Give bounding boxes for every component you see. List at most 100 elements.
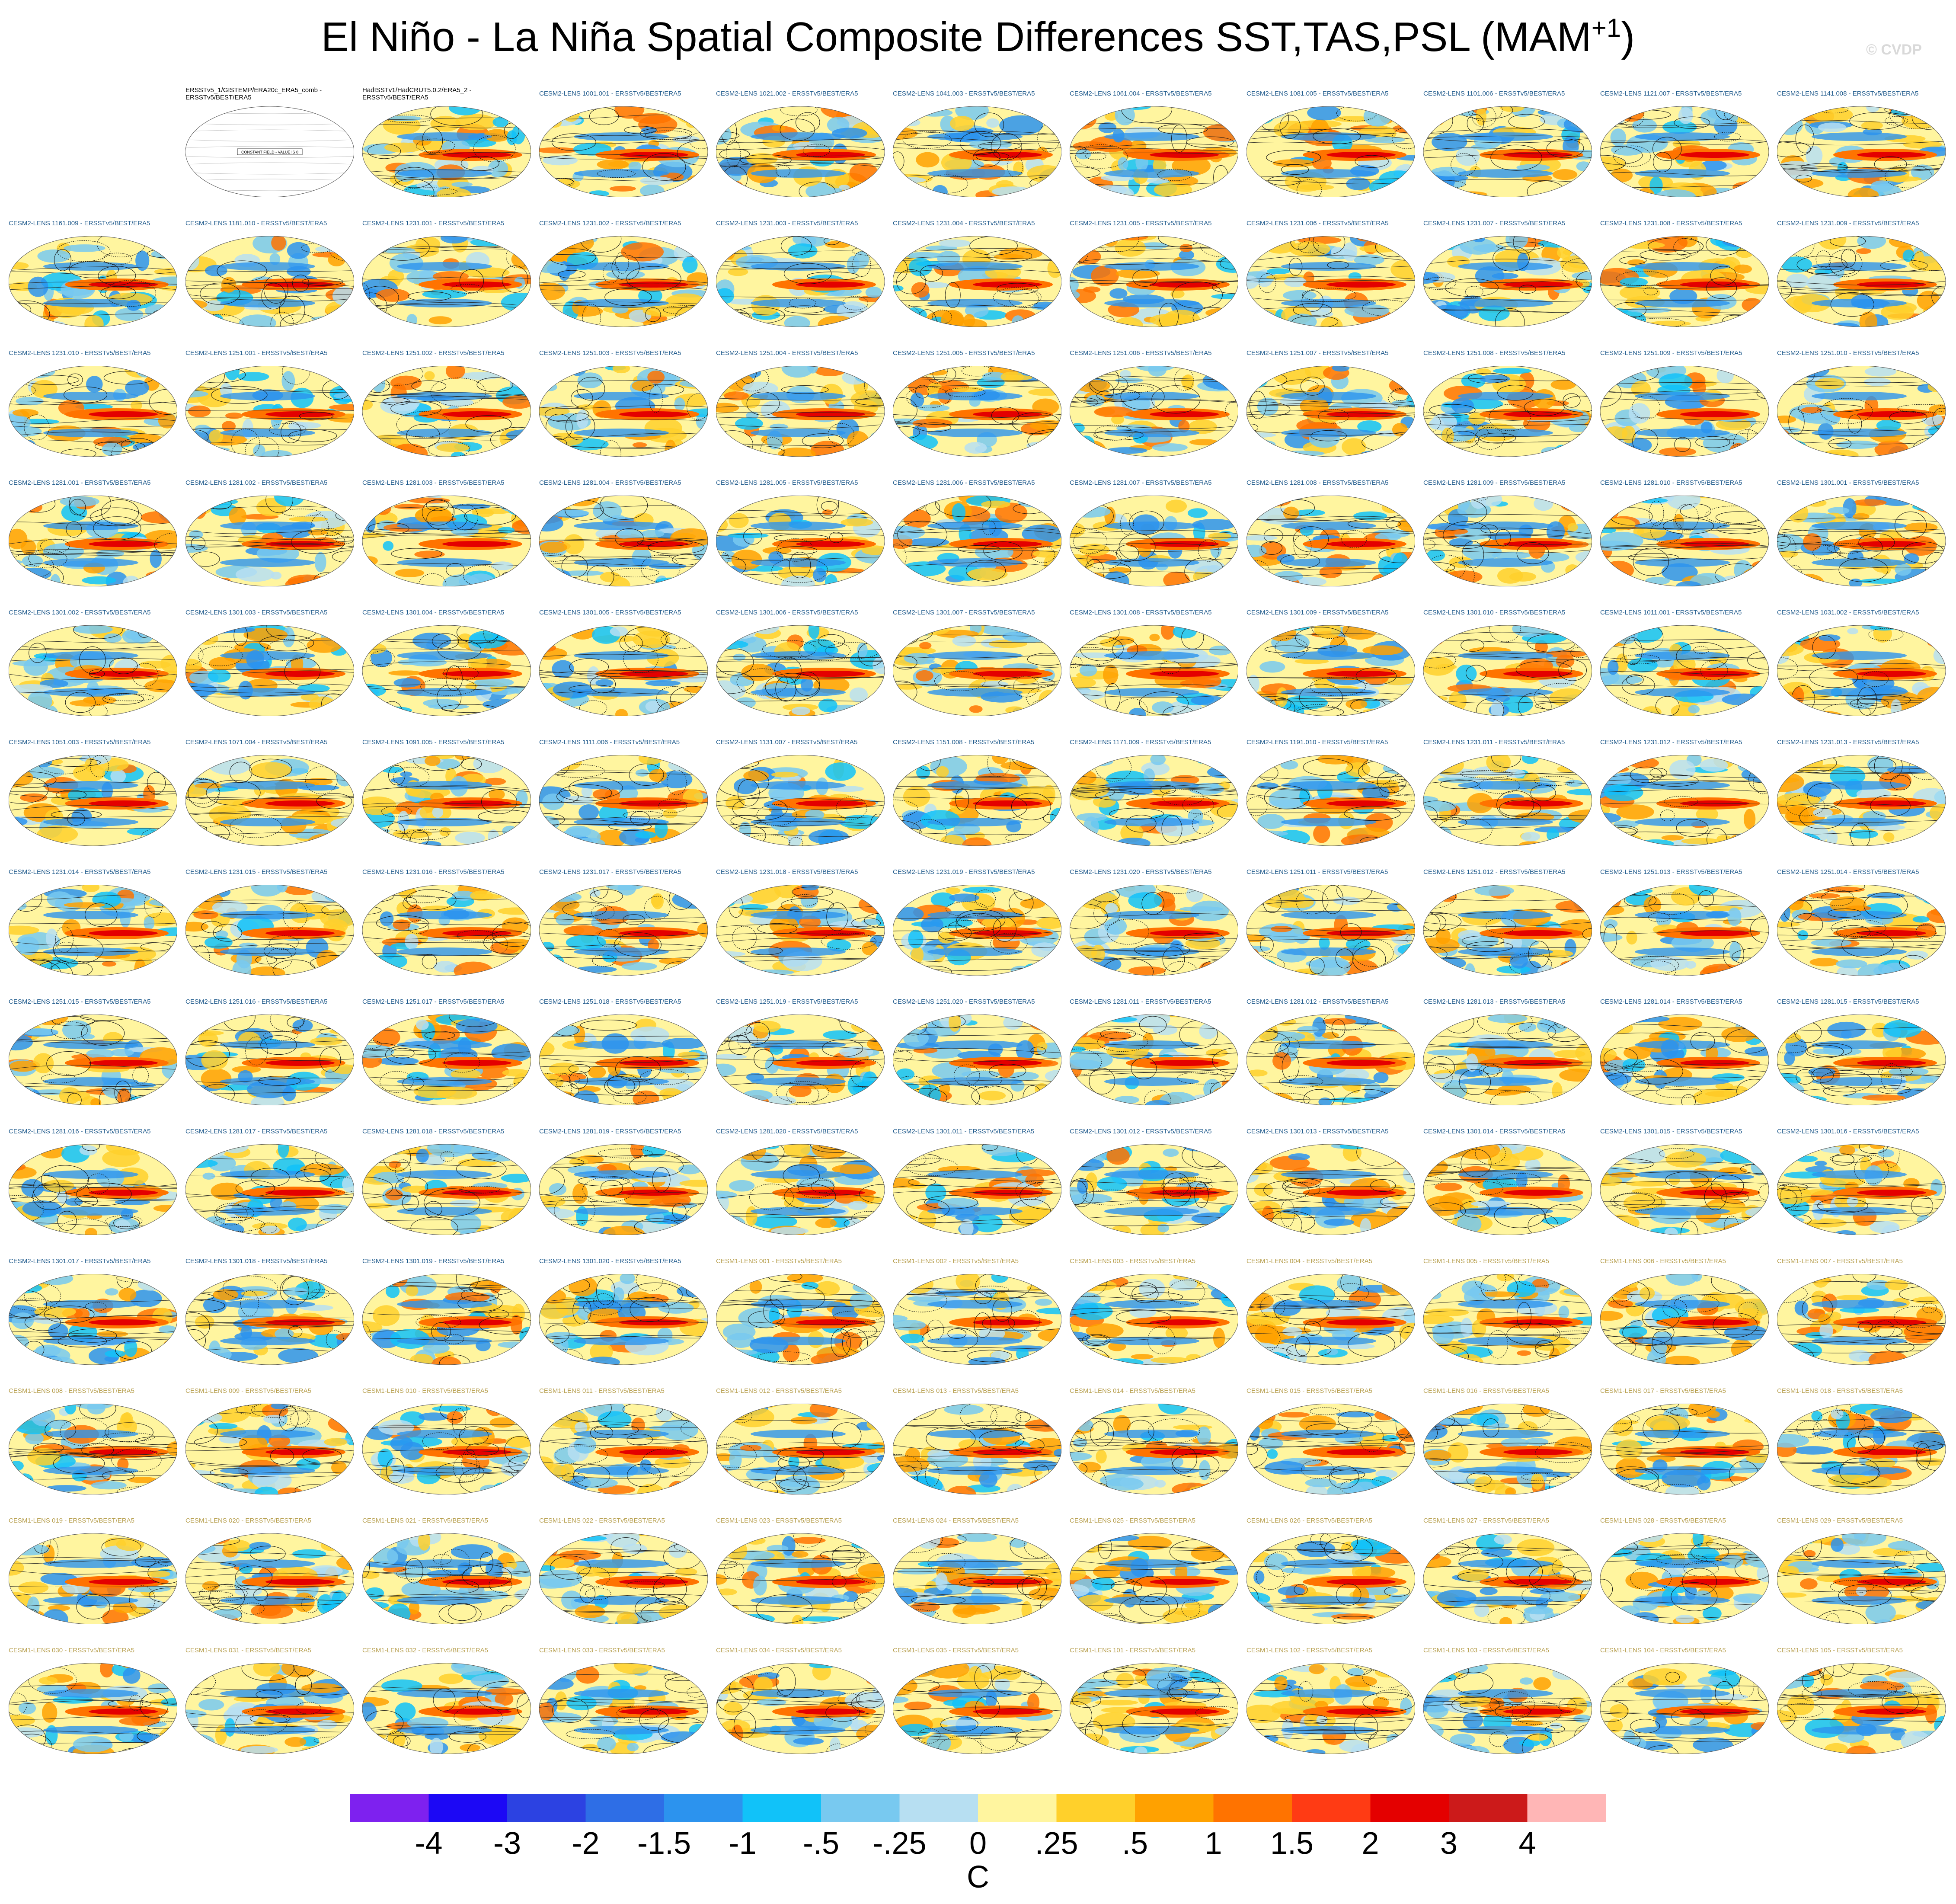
panel-label: CESM2-LENS 1231.007 - ERSSTv5/BEST/ERA5 (1423, 220, 1566, 227)
map-panel: CESM2-LENS 1001.001 - ERSSTv5/BEST/ERA5 (531, 90, 708, 220)
map-panel: CESM2-LENS 1231.013 - ERSSTv5/BEST/ERA5 (1768, 739, 1946, 868)
panel-label: CESM2-LENS 1251.018 - ERSSTv5/BEST/ERA5 (539, 998, 681, 1005)
global-map (1600, 1404, 1769, 1494)
map-panel: CESM2-LENS 1281.019 - ERSSTv5/BEST/ERA5 (531, 1128, 708, 1258)
colorbar-swatch (1292, 1794, 1371, 1822)
panel-label: CESM1-LENS 011 - ERSSTv5/BEST/ERA5 (539, 1387, 665, 1395)
map-panel: CESM2-LENS 1301.002 - ERSSTv5/BEST/ERA5 (0, 609, 177, 739)
map-panel: CESM1-LENS 004 - ERSSTv5/BEST/ERA5 (1238, 1258, 1415, 1387)
global-map (1423, 236, 1592, 327)
map-panel: CESM2-LENS 1281.015 - ERSSTv5/BEST/ERA5 (1768, 998, 1946, 1128)
global-map (716, 236, 885, 327)
global-map (9, 1274, 177, 1365)
map-panel: CESM2-LENS 1281.006 - ERSSTv5/BEST/ERA5 (884, 479, 1061, 609)
map-panel: ERSSTv5_1/GISTEMP/ERA20c_ERA5_comb - ERS… (177, 86, 354, 220)
panel-label: CESM2-LENS 1231.017 - ERSSTv5/BEST/ERA5 (539, 868, 681, 876)
map-panel: CESM1-LENS 104 - ERSSTv5/BEST/ERA5 (1592, 1647, 1769, 1776)
global-map (539, 496, 708, 586)
map-panel: CESM2-LENS 1281.016 - ERSSTv5/BEST/ERA5 (0, 1128, 177, 1258)
map-panel: CESM2-LENS 1031.002 - ERSSTv5/BEST/ERA5 (1768, 609, 1946, 739)
panel-label: CESM2-LENS 1301.009 - ERSSTv5/BEST/ERA5 (1246, 609, 1389, 616)
panel-label: CESM2-LENS 1251.013 - ERSSTv5/BEST/ERA5 (1600, 868, 1742, 876)
map-panel: CESM2-LENS 1231.004 - ERSSTv5/BEST/ERA5 (884, 220, 1061, 349)
map-panel: CESM2-LENS 1301.008 - ERSSTv5/BEST/ERA5 (1061, 609, 1238, 739)
global-map (362, 1533, 531, 1624)
global-map (1246, 625, 1415, 716)
panel-label: CESM2-LENS 1301.012 - ERSSTv5/BEST/ERA5 (1070, 1128, 1212, 1135)
map-panel: CESM2-LENS 1281.018 - ERSSTv5/BEST/ERA5 (354, 1128, 531, 1258)
panel-label: CESM1-LENS 008 - ERSSTv5/BEST/ERA5 (9, 1387, 134, 1395)
panel-label: CESM2-LENS 1301.013 - ERSSTv5/BEST/ERA5 (1246, 1128, 1389, 1135)
panel-label: CESM1-LENS 019 - ERSSTv5/BEST/ERA5 (9, 1517, 134, 1524)
map-panel: CESM2-LENS 1231.006 - ERSSTv5/BEST/ERA5 (1238, 220, 1415, 349)
global-map (1423, 755, 1592, 846)
panel-label: CESM2-LENS 1231.012 - ERSSTv5/BEST/ERA5 (1600, 739, 1742, 746)
watermark: © CVDP (1866, 42, 1922, 58)
colorbar-swatch (507, 1794, 586, 1822)
map-panel: CESM2-LENS 1231.005 - ERSSTv5/BEST/ERA5 (1061, 220, 1238, 349)
panel-label: CESM2-LENS 1191.010 - ERSSTv5/BEST/ERA5 (1246, 739, 1388, 746)
colorbar-tick-label: .5 (1122, 1826, 1148, 1861)
map-panel: CESM2-LENS 1251.001 - ERSSTv5/BEST/ERA5 (177, 349, 354, 479)
global-map (716, 496, 885, 586)
global-map (716, 1663, 885, 1754)
map-panel: CESM2-LENS 1121.007 - ERSSTv5/BEST/ERA5 (1592, 90, 1769, 220)
colorbar-tick-label: 1 (1205, 1826, 1222, 1861)
panel-label: CESM2-LENS 1001.001 - ERSSTv5/BEST/ERA5 (539, 90, 681, 97)
map-panel: CESM2-LENS 1281.014 - ERSSTv5/BEST/ERA5 (1592, 998, 1769, 1128)
panel-label: CESM2-LENS 1281.011 - ERSSTv5/BEST/ERA5 (1070, 998, 1211, 1005)
map-panel: CESM2-LENS 1251.009 - ERSSTv5/BEST/ERA5 (1592, 349, 1769, 479)
panel-label: CESM2-LENS 1281.016 - ERSSTv5/BEST/ERA5 (9, 1128, 151, 1135)
panel-label: CESM2-LENS 1301.010 - ERSSTv5/BEST/ERA5 (1423, 609, 1566, 616)
panel-label: CESM2-LENS 1231.003 - ERSSTv5/BEST/ERA5 (716, 220, 858, 227)
global-map (716, 1274, 885, 1365)
colorbar-swatch (821, 1794, 900, 1822)
map-panel: CESM2-LENS 1251.010 - ERSSTv5/BEST/ERA5 (1768, 349, 1946, 479)
panel-label: CESM1-LENS 031 - ERSSTv5/BEST/ERA5 (185, 1647, 311, 1654)
global-map (362, 1014, 531, 1105)
map-panel: CESM2-LENS 1251.019 - ERSSTv5/BEST/ERA5 (707, 998, 885, 1128)
global-map (185, 366, 354, 457)
panel-label: CESM2-LENS 1281.015 - ERSSTv5/BEST/ERA5 (1777, 998, 1919, 1005)
global-map (1423, 625, 1592, 716)
global-map (185, 1274, 354, 1365)
global-map (539, 236, 708, 327)
global-map (539, 366, 708, 457)
colorbar-tick-label: -2 (572, 1826, 600, 1861)
panel-label: CESM1-LENS 018 - ERSSTv5/BEST/ERA5 (1777, 1387, 1903, 1395)
map-panel: CESM2-LENS 1231.020 - ERSSTv5/BEST/ERA5 (1061, 868, 1238, 998)
global-map (1600, 755, 1769, 846)
global-map (1423, 885, 1592, 976)
panel-label: CESM2-LENS 1231.009 - ERSSTv5/BEST/ERA5 (1777, 220, 1919, 227)
map-panel: CESM1-LENS 012 - ERSSTv5/BEST/ERA5 (707, 1387, 885, 1517)
panel-label: CESM1-LENS 101 - ERSSTv5/BEST/ERA5 (1070, 1647, 1195, 1654)
panel-label: CESM2-LENS 1281.020 - ERSSTv5/BEST/ERA5 (716, 1128, 858, 1135)
map-panel: CESM1-LENS 005 - ERSSTv5/BEST/ERA5 (1415, 1258, 1592, 1387)
colorbar-tick-label: 3 (1440, 1826, 1458, 1861)
panel-label: CESM2-LENS 1061.004 - ERSSTv5/BEST/ERA5 (1070, 90, 1212, 97)
map-panel: CESM1-LENS 030 - ERSSTv5/BEST/ERA5 (0, 1647, 177, 1776)
global-map (1070, 1533, 1238, 1624)
global-map (362, 106, 531, 197)
global-map (539, 1404, 708, 1494)
map-panel: CESM2-LENS 1251.006 - ERSSTv5/BEST/ERA5 (1061, 349, 1238, 479)
map-panel: CESM1-LENS 103 - ERSSTv5/BEST/ERA5 (1415, 1647, 1592, 1776)
map-panel: CESM2-LENS 1231.012 - ERSSTv5/BEST/ERA5 (1592, 739, 1769, 868)
map-panel: CESM2-LENS 1231.001 - ERSSTv5/BEST/ERA5 (354, 220, 531, 349)
global-map (185, 1663, 354, 1754)
global-map (1777, 1144, 1946, 1235)
global-map (539, 106, 708, 197)
global-map (1246, 496, 1415, 586)
map-panel: CESM2-LENS 1251.015 - ERSSTv5/BEST/ERA5 (0, 998, 177, 1128)
map-panel: CESM2-LENS 1231.009 - ERSSTv5/BEST/ERA5 (1768, 220, 1946, 349)
global-map (1423, 1144, 1592, 1235)
global-map (893, 236, 1061, 327)
panel-label: CESM2-LENS 1251.001 - ERSSTv5/BEST/ERA5 (185, 349, 328, 357)
panel-label: CESM2-LENS 1111.006 - ERSSTv5/BEST/ERA5 (539, 739, 680, 746)
panel-label: CESM1-LENS 012 - ERSSTv5/BEST/ERA5 (716, 1387, 842, 1395)
panel-label: CESM2-LENS 1251.019 - ERSSTv5/BEST/ERA5 (716, 998, 858, 1005)
panel-label: CESM1-LENS 022 - ERSSTv5/BEST/ERA5 (539, 1517, 665, 1524)
global-map (1423, 1663, 1592, 1754)
map-panel: CESM1-LENS 008 - ERSSTv5/BEST/ERA5 (0, 1387, 177, 1517)
